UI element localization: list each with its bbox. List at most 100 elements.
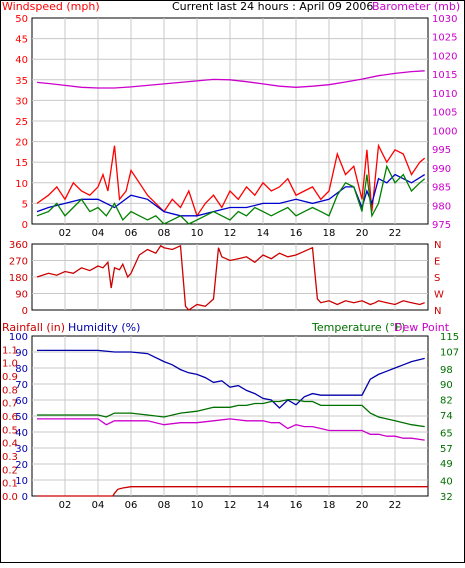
rainfall-tick-label: 0.8 (2, 385, 18, 396)
windspeed-tick-label: 10 (15, 179, 28, 190)
hour-axis-top: 02 04 06 08 10 12 14 16 18 20 22 (59, 228, 402, 239)
humidity-tick-label: 50 (15, 412, 28, 423)
rainfall-tick-label: 0.3 (2, 452, 18, 463)
climate-series-humidity (37, 349, 425, 409)
barometer-tick-label: 1005 (432, 108, 457, 119)
rainfall-tick-label: 0.4 (2, 439, 18, 450)
temperature-tick-label: 98 (440, 365, 453, 376)
rainfall-tick-label: 1.1 (2, 345, 18, 356)
temperature-axis-title: Temperature (°F) (311, 321, 406, 334)
compass-label: W (434, 290, 444, 301)
climate-series-rain (37, 486, 428, 497)
hour-label: 16 (290, 500, 303, 511)
wind-series-wind_speed (36, 143, 426, 218)
rainfall-tick-label: 0.2 (2, 465, 18, 476)
hour-label: 12 (224, 500, 237, 511)
windspeed-tick-label: 20 (15, 138, 28, 149)
hour-label: 06 (125, 500, 138, 511)
humidity-tick-label: 0 (22, 492, 28, 503)
barometer-tick-label: 1015 (432, 70, 457, 81)
hour-label: 04 (92, 228, 105, 239)
temperature-tick-label: 57 (440, 444, 453, 455)
rainfall-tick-label: 0.1 (2, 479, 18, 490)
windspeed-tick-label: 40 (15, 55, 28, 66)
compass-label: E (434, 257, 440, 268)
windspeed-tick-label: 45 (15, 35, 28, 46)
climate-series-dewpoint (37, 418, 425, 441)
rainfall-tick-label: 1.0 (2, 359, 18, 370)
windspeed-tick-label: 0 (22, 220, 28, 231)
rain-humidity-temperature-panel: 0.0 0.1 0.2 0.3 0.4 0.5 0.6 0.7 0.8 0.9 1.0 1.1 0 10 2… (2, 332, 459, 503)
humidity-tick-label: 80 (15, 364, 28, 375)
barometer-tick-label: 1025 (432, 33, 457, 44)
windspeed-axis-title: Windspeed (mph) (2, 0, 100, 13)
barometer-tick-label: 995 (432, 145, 451, 156)
hour-label: 02 (59, 228, 72, 239)
rainfall-tick-label: 0.7 (2, 399, 18, 410)
humidity-tick-label: 60 (15, 396, 28, 407)
rainfall-tick-label: 0.0 (2, 492, 18, 503)
hour-label: 12 (224, 228, 237, 239)
hour-label: 20 (356, 228, 369, 239)
humidity-tick-label: 100 (9, 332, 28, 343)
hour-label: 06 (125, 228, 138, 239)
wind-barometer-panel: 0510152025303540455097598098599099510001… (15, 14, 457, 231)
hour-label: 14 (257, 500, 270, 511)
humidity-tick-label: 70 (15, 380, 28, 391)
direction-series (36, 244, 425, 311)
wind-series-wind_green (36, 164, 426, 225)
windspeed-tick-label: 50 (15, 14, 28, 25)
temperature-tick-label: 90 (440, 380, 453, 391)
wind-series-wind_avg (36, 173, 426, 217)
chart-title: Current last 24 hours : April 09 2006 (172, 0, 373, 13)
barometer-axis-title: Barometer (mb) (372, 0, 460, 13)
humidity-tick-label: 20 (15, 460, 28, 471)
rainfall-axis-title: Rainfall (in) (2, 321, 65, 334)
hour-axis-bottom: 02 04 06 08 10 12 14 16 18 20 22 (59, 500, 402, 511)
climate-series-temperature (37, 398, 425, 428)
hour-label: 10 (191, 228, 204, 239)
compass-label: N (434, 306, 441, 317)
humidity-tick-label: 40 (15, 428, 28, 439)
temperature-tick-label: 115 (440, 332, 459, 343)
barometer-tick-label: 985 (432, 183, 451, 194)
barometer-tick-label: 1030 (432, 14, 457, 25)
windspeed-tick-label: 5 (22, 199, 28, 210)
dewpoint-axis-title: Dew Point (394, 321, 450, 334)
hour-label: 08 (158, 500, 171, 511)
direction-tick-label: 0 (22, 306, 28, 317)
hour-label: 10 (191, 500, 204, 511)
hour-label: 14 (257, 228, 270, 239)
rainfall-tick-label: 0.5 (2, 425, 18, 436)
temperature-tick-label: 107 (440, 347, 459, 358)
hour-label: 04 (92, 500, 105, 511)
direction-tick-label: 90 (15, 290, 28, 301)
windspeed-tick-label: 35 (15, 76, 28, 87)
barometer-tick-label: 975 (432, 220, 451, 231)
hour-label: 22 (389, 500, 402, 511)
hour-label: 20 (356, 500, 369, 511)
temperature-tick-label: 32 (440, 492, 453, 503)
barometer-tick-label: 980 (432, 201, 451, 212)
humidity-tick-label: 30 (15, 444, 28, 455)
barometer-tick-label: 1020 (432, 51, 457, 62)
hour-label: 18 (323, 228, 336, 239)
direction-tick-label: 360 (9, 240, 28, 251)
hour-label: 08 (158, 228, 171, 239)
temperature-tick-label: 74 (440, 411, 453, 422)
rainfall-tick-label: 0.6 (2, 412, 18, 423)
humidity-tick-label: 90 (15, 348, 28, 359)
hour-label: 18 (323, 500, 336, 511)
compass-label: N (434, 240, 441, 251)
windspeed-tick-label: 25 (15, 117, 28, 128)
temperature-tick-label: 65 (440, 428, 453, 439)
hour-label: 22 (389, 228, 402, 239)
hour-label: 02 (59, 500, 72, 511)
rainfall-tick-label: 0.9 (2, 372, 18, 383)
direction-tick-label: 270 (9, 257, 28, 268)
barometer-tick-label: 990 (432, 164, 451, 175)
temperature-tick-label: 82 (440, 396, 453, 407)
